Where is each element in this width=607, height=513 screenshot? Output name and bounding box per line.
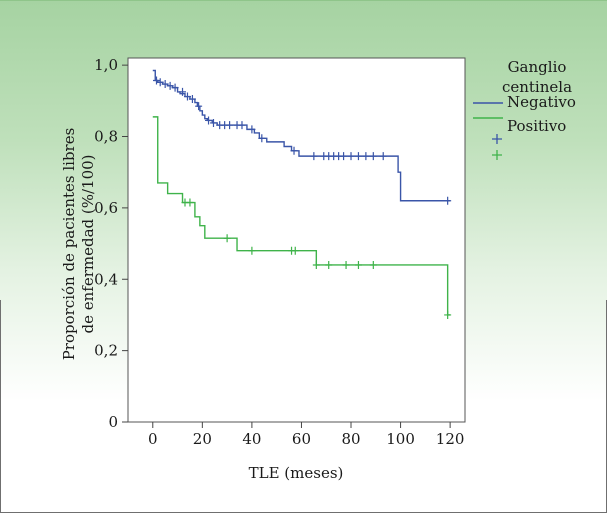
- censor-marker: [156, 78, 164, 87]
- x-tick-label: 120: [436, 430, 465, 448]
- censor-marker: [179, 87, 187, 96]
- y-axis-title-line-2: de enfermedad (%/100): [79, 154, 97, 333]
- censor-marker: [362, 152, 370, 161]
- y-tick-label: 0: [108, 413, 118, 431]
- y-tick-label: 1,0: [94, 56, 118, 74]
- y-axis-title-line-1: Proporción de pacientes libres: [60, 128, 78, 361]
- series-layer: [152, 69, 452, 319]
- censor-marker: [223, 234, 231, 243]
- censor-marker: [171, 83, 179, 92]
- censor-marker: [152, 76, 160, 85]
- y-tick-label: 0,4: [94, 270, 118, 288]
- censor-marker: [310, 152, 318, 161]
- censor-marker: [161, 80, 169, 89]
- x-tick-label: 40: [242, 430, 261, 448]
- censor-marker: [248, 246, 256, 255]
- legend-censor-marker-negativo: [492, 134, 502, 144]
- censor-marker: [347, 152, 355, 161]
- y-tick-label: 0,2: [94, 342, 118, 360]
- censor-marker: [248, 125, 256, 134]
- censor-marker: [258, 134, 266, 143]
- x-tick-label: 20: [193, 430, 212, 448]
- censor-marker: [290, 146, 298, 155]
- x-tick-label: 0: [148, 430, 158, 448]
- plot-area: [127, 57, 466, 423]
- censor-marker: [183, 92, 191, 101]
- y-tick-label: 0,6: [94, 199, 118, 217]
- y-tick-label: 0,8: [94, 128, 118, 146]
- x-tick-label: 60: [292, 430, 311, 448]
- legend-label-positivo: Positivo: [507, 117, 566, 135]
- series-negativo: [152, 69, 452, 205]
- censor-marker: [444, 196, 452, 205]
- censor-marker: [379, 152, 387, 161]
- censor-marker: [209, 118, 217, 127]
- censor-marker: [291, 246, 299, 255]
- censor-marker: [342, 260, 350, 269]
- series-positivo: [152, 116, 452, 319]
- censor-marker: [354, 260, 362, 269]
- censor-marker: [195, 102, 203, 111]
- x-tick-label: 80: [341, 430, 360, 448]
- censor-marker: [369, 152, 377, 161]
- censor-marker: [340, 152, 348, 161]
- censor-marker: [226, 121, 234, 130]
- legend: Ganglio centinela Negativo Positivo: [473, 58, 576, 160]
- x-tick-label: 100: [386, 430, 415, 448]
- censor-marker: [188, 95, 196, 104]
- censor-marker: [166, 81, 174, 90]
- censor-marker: [369, 260, 377, 269]
- legend-label-negativo: Negativo: [507, 93, 576, 111]
- censor-marker: [205, 116, 213, 125]
- censor-marker: [354, 152, 362, 161]
- axis-ticks: [122, 64, 451, 428]
- y-tick-labels: 0 0,2 0,4 0,6 0,8 1,0: [94, 56, 118, 431]
- censor-marker: [325, 260, 333, 269]
- censor-marker: [186, 198, 194, 207]
- censor-marker: [312, 260, 320, 269]
- legend-title-line-1: Ganglio: [508, 58, 567, 76]
- censor-marker: [444, 310, 452, 319]
- legend-censor-marker-positivo: [492, 150, 502, 160]
- legend-title-line-2: centinela: [502, 78, 572, 96]
- censor-marker: [238, 121, 246, 130]
- x-tick-labels: 0 20 40 60 80 100 120: [148, 430, 464, 448]
- x-axis-title: TLE (meses): [249, 464, 344, 482]
